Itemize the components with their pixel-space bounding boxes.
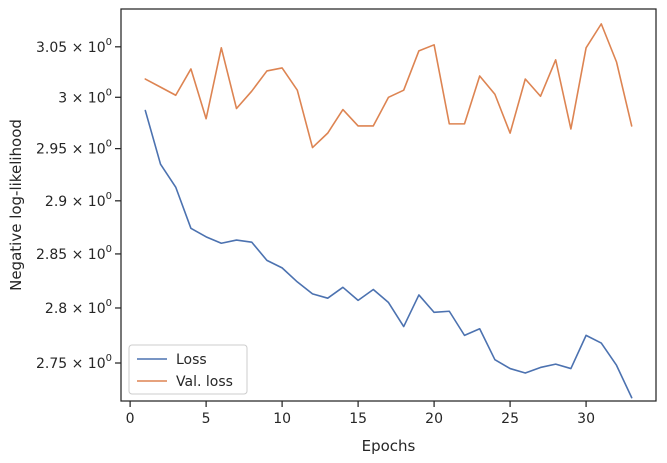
- y-tick-exponent: 0: [106, 353, 112, 364]
- y-tick-exponent: 0: [106, 298, 112, 309]
- y-tick-exponent: 0: [106, 244, 112, 255]
- legend: Loss Val. loss: [128, 344, 248, 395]
- y-axis-label: Negative log-likelihood: [7, 119, 25, 291]
- legend-label: Loss: [176, 352, 207, 368]
- series-line-val-loss: [144, 23, 633, 149]
- x-tick-label: 30: [577, 411, 595, 427]
- y-tick-label: 3.05 × 100: [36, 37, 112, 56]
- y-tick-mantissa: 3.05: [36, 40, 67, 56]
- y-tick-exponent: 0: [106, 87, 112, 98]
- y-tick-label: 2.75 × 100: [36, 353, 112, 372]
- y-tick-mantissa: 2.8: [45, 301, 67, 317]
- y-tick-times: × 10: [67, 356, 105, 372]
- y-tick-label: 2.85 × 100: [36, 244, 112, 263]
- x-tick-label: 5: [202, 411, 211, 427]
- y-tick-times: × 10: [67, 301, 105, 317]
- x-tick-label: 20: [425, 411, 443, 427]
- y-tick-label: 2.8 × 100: [45, 298, 112, 317]
- y-tick-label: 2.95 × 100: [36, 139, 112, 158]
- plot-frame: [120, 8, 657, 402]
- x-tick-label: 10: [273, 411, 291, 427]
- x-tick-label: 15: [349, 411, 367, 427]
- y-tick-times: × 10: [67, 247, 105, 263]
- y-tick-mantissa: 2.85: [36, 247, 67, 263]
- series-layer: [144, 23, 633, 399]
- y-tick-mantissa: 2.95: [36, 142, 67, 158]
- x-axis-label: Epochs: [362, 437, 416, 455]
- x-tick-label: 25: [501, 411, 519, 427]
- y-tick-label: 3 × 100: [58, 87, 112, 106]
- y-tick-mantissa: 2.75: [36, 356, 67, 372]
- y-tick-times: × 10: [67, 90, 105, 106]
- plot-area-background: [121, 9, 656, 401]
- y-tick-times: × 10: [67, 194, 105, 210]
- y-tick-exponent: 0: [106, 191, 112, 202]
- y-tick-label: 2.9 × 100: [45, 191, 112, 210]
- series-line-loss: [144, 109, 633, 399]
- y-tick-mantissa: 3: [58, 90, 67, 106]
- legend-label: Val. loss: [176, 374, 233, 390]
- y-tick-exponent: 0: [106, 139, 112, 150]
- x-axis: 0 5 10 15 20 25 30: [126, 401, 595, 427]
- y-tick-times: × 10: [67, 40, 105, 56]
- y-tick-exponent: 0: [106, 37, 112, 48]
- y-tick-mantissa: 2.9: [45, 194, 67, 210]
- y-tick-times: × 10: [67, 142, 105, 158]
- x-tick-label: 0: [126, 411, 135, 427]
